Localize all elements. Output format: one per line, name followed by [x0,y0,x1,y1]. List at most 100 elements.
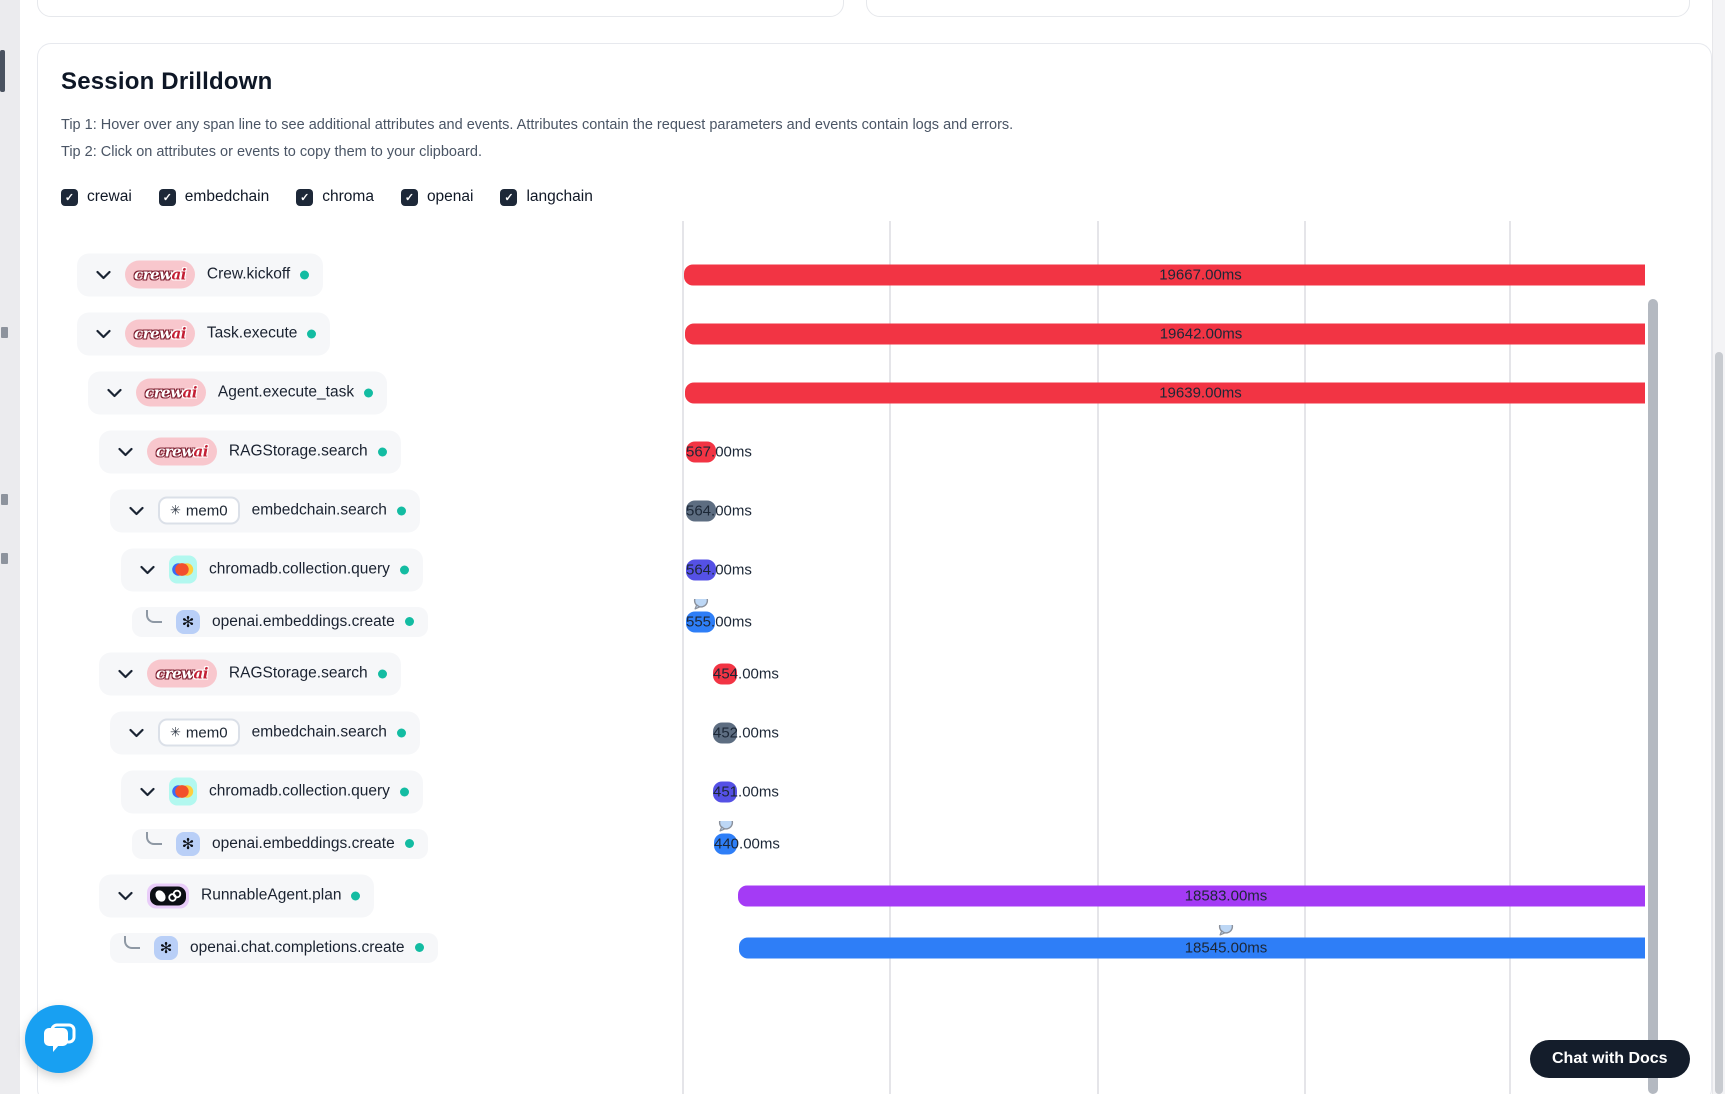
span-bar-RunnableAgent.plan[interactable]: 18583.00ms [738,885,1645,906]
span-row-chromadb.collection.query: chromadb.collection.query 564.00ms [38,540,1645,599]
span-rows: crew ai Crew.kickoff 19667.00ms crew ai Task.e… [38,245,1645,970]
span-name: RAGStorage.search [228,664,368,682]
span-bar-RAGStorage.search[interactable]: 567.00ms [686,441,752,462]
checkbox-langchain[interactable]: ✓ [500,188,518,206]
event-bubble-icon[interactable] [1218,925,1235,941]
tree-item-chromadb.collection.query[interactable]: chromadb.collection.query [121,770,423,813]
chevron-down-icon[interactable] [126,728,146,737]
tree-item-Crew.kickoff[interactable]: crew ai Crew.kickoff [77,253,324,296]
tip-1: Tip 1: Hover over any span line to see a… [61,117,1014,133]
timeline-gridline [1509,221,1511,1094]
page-left-gutter [0,0,20,1094]
timeline-cell: 454.00ms [684,644,1645,703]
span-bar-embedchain.search[interactable]: 564.00ms [686,500,752,521]
chevron-down-icon[interactable] [137,787,157,796]
span-bar-chromadb.collection.query[interactable]: 451.00ms [713,781,779,802]
tree-item-openai.embeddings.create[interactable]: ✻ openai.embeddings.create [132,828,428,859]
tree-item-RAGStorage.search[interactable]: crew ai RAGStorage.search [99,430,401,473]
span-row-RunnableAgent.plan: RunnableAgent.plan 18583.00ms [38,866,1645,925]
page-scrollbar-thumb[interactable] [1715,352,1723,1094]
checkbox-embedchain[interactable]: ✓ [158,188,176,206]
elbow-connector-icon [146,610,162,623]
span-bar-RAGStorage.search[interactable]: 454.00ms [713,663,779,684]
tree-item-Agent.execute_task[interactable]: crew ai Agent.execute_task [88,371,388,414]
checkbox-chroma[interactable]: ✓ [296,188,314,206]
filter-embedchain[interactable]: ✓ embedchain [158,188,269,206]
checkbox-crewai[interactable]: ✓ [61,188,78,206]
top-card-right [866,0,1690,17]
filter-chroma[interactable]: ✓ chroma [296,188,374,206]
crewai-logo: crew ai [136,378,206,407]
clipped-text-artifact [1,494,8,505]
event-bubble-icon[interactable] [692,599,709,615]
chevron-down-icon[interactable] [115,447,135,456]
status-dot [377,447,387,456]
span-bar-Crew.kickoff[interactable]: 19667.00ms [684,264,1645,285]
tree-item-Task.execute[interactable]: crew ai Task.execute [77,312,331,355]
timeline-cell: 18545.00ms [684,925,1645,970]
chevron-down-icon[interactable] [93,329,113,338]
mem0-logo: ✳ mem0 [158,496,240,525]
checkbox-openai[interactable]: ✓ [400,188,418,206]
span-bar-Task.execute[interactable]: 19642.00ms [685,323,1645,344]
timeline-cell: 19667.00ms [684,245,1645,304]
span-name: chromadb.collection.query [209,560,390,578]
chat-widget-button[interactable] [25,1005,93,1073]
span-bar-Agent.execute_task[interactable]: 19639.00ms [685,382,1645,403]
span-row-embedchain.search: ✳ mem0 embedchain.search 452.00ms [38,703,1645,762]
status-dot [404,839,414,848]
filter-langchain[interactable]: ✓ langchain [500,188,593,206]
tree-item-openai.chat.completions.create[interactable]: ✻ openai.chat.completions.create [110,932,438,963]
status-dot [300,270,310,279]
span-row-openai.embeddings.create: ✻ openai.embeddings.create 555.00ms [38,599,1645,644]
openai-flower-icon: ✻ [159,939,173,957]
filter-crewai[interactable]: ✓ crewai [61,188,132,206]
elbow-connector-icon [124,936,140,949]
openai-logo: ✻ [176,609,200,634]
chevron-down-icon[interactable] [126,506,146,515]
span-bar-openai.embeddings.create[interactable]: 555.00ms [686,599,752,632]
duration-label: 555.00ms [686,613,752,630]
span-bar-chromadb.collection.query[interactable]: 564.00ms [686,559,752,580]
status-dot [399,565,409,574]
span-bar-openai.embeddings.create[interactable]: 440.00ms [714,821,780,854]
chevron-down-icon[interactable] [104,388,124,397]
tree-item-RunnableAgent.plan[interactable]: RunnableAgent.plan [99,874,375,917]
duration-label: 564.00ms [686,561,752,578]
duration-label: 452.00ms [713,724,779,741]
timeline-cell: 19639.00ms [684,363,1645,422]
span-row-RAGStorage.search: crew ai RAGStorage.search 454.00ms [38,644,1645,703]
panel-scrollbar[interactable] [1648,299,1658,1094]
chroma-logo [169,777,197,806]
clipped-text-artifact [1,327,8,338]
tree-item-openai.embeddings.create[interactable]: ✻ openai.embeddings.create [132,606,428,637]
left-mini-scrollbar[interactable] [0,50,5,92]
span-bar-embedchain.search[interactable]: 452.00ms [713,722,779,743]
chevron-down-icon[interactable] [115,891,135,900]
chat-bubbles-icon [44,1023,76,1052]
openai-flower-icon: ✻ [181,613,195,631]
event-bubble-icon[interactable] [717,821,734,837]
span-bar-openai.chat.completions.create[interactable]: 18545.00ms [739,925,1645,958]
duration-label: 19639.00ms [1159,384,1242,401]
timeline-cell: 440.00ms [684,821,1645,866]
tree-item-embedchain.search[interactable]: ✳ mem0 embedchain.search [110,711,420,754]
filter-openai[interactable]: ✓ openai [400,188,473,206]
chat-with-docs-button[interactable]: Chat with Docs [1530,1040,1690,1078]
tree-item-chromadb.collection.query[interactable]: chromadb.collection.query [121,548,423,591]
chevron-down-icon[interactable] [115,669,135,678]
chevron-down-icon[interactable] [137,565,157,574]
span-name: Crew.kickoff [206,265,291,283]
span-row-RAGStorage.search: crew ai RAGStorage.search 567.00ms [38,422,1645,481]
status-dot [396,506,406,515]
timeline-gridline [889,221,891,1094]
duration-label: 18545.00ms [1184,939,1268,956]
tree-item-embedchain.search[interactable]: ✳ mem0 embedchain.search [110,489,420,532]
mem0-logo: ✳ mem0 [158,718,240,747]
status-dot [404,617,414,626]
tree-item-RAGStorage.search[interactable]: crew ai RAGStorage.search [99,652,401,695]
status-dot [377,669,387,678]
duration-label: 454.00ms [713,665,779,682]
openai-flower-icon: ✻ [181,835,195,853]
chevron-down-icon[interactable] [93,270,113,279]
